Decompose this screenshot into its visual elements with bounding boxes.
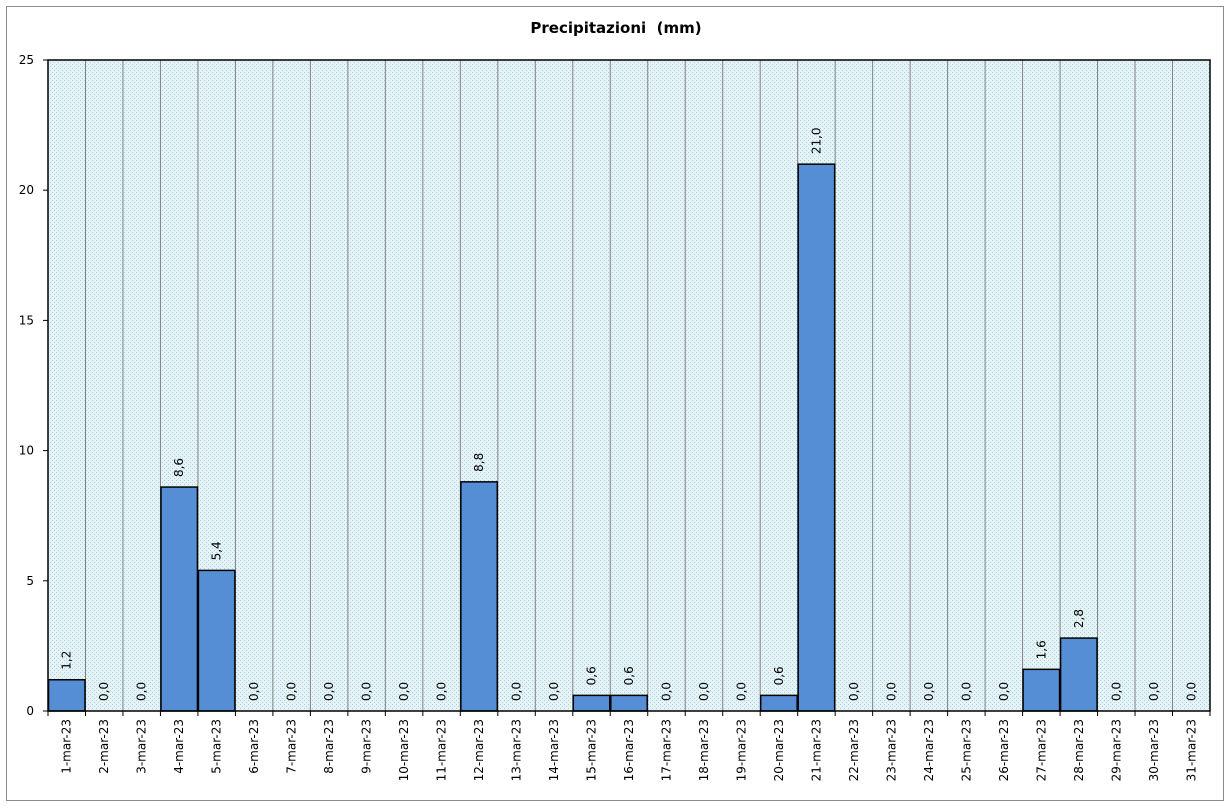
x-tick-label: 19-mar-23 bbox=[734, 719, 748, 781]
x-tick-label: 26-mar-23 bbox=[997, 719, 1011, 781]
y-tick-label: 15 bbox=[19, 313, 34, 327]
x-tick-label: 5-mar-23 bbox=[210, 719, 224, 774]
data-label: 0,0 bbox=[659, 682, 673, 701]
data-label: 0,0 bbox=[959, 682, 973, 701]
data-label: 21,0 bbox=[809, 127, 823, 154]
y-tick-label: 25 bbox=[19, 53, 34, 67]
x-tick-label: 6-mar-23 bbox=[247, 719, 261, 774]
plot-area bbox=[48, 60, 1210, 711]
data-label: 0,0 bbox=[97, 682, 111, 701]
x-tick-label: 24-mar-23 bbox=[922, 719, 936, 781]
bar-20-mar-23 bbox=[759, 694, 798, 712]
x-tick-label: 10-mar-23 bbox=[397, 719, 411, 781]
x-tick-label: 2-mar-23 bbox=[97, 719, 111, 774]
data-label: 8,6 bbox=[172, 458, 186, 477]
bar-16-mar-23 bbox=[610, 694, 648, 712]
chart-title: Precipitazioni (mm) bbox=[530, 19, 702, 37]
plot-border bbox=[47, 59, 1211, 712]
x-tick-label: 9-mar-23 bbox=[360, 719, 374, 774]
data-label: 8,8 bbox=[472, 453, 486, 472]
data-label: 0,0 bbox=[847, 682, 861, 701]
data-label: 0,0 bbox=[435, 682, 449, 701]
data-label: 0,0 bbox=[510, 682, 524, 701]
x-tick-label: 7-mar-23 bbox=[285, 719, 299, 774]
data-label: 0,6 bbox=[772, 666, 786, 685]
data-label: 0,0 bbox=[1147, 682, 1161, 701]
data-label: 0,0 bbox=[322, 682, 336, 701]
x-tick-label: 30-mar-23 bbox=[1147, 719, 1161, 781]
data-label: 5,4 bbox=[210, 541, 224, 560]
x-tick-label: 22-mar-23 bbox=[847, 719, 861, 781]
bar-12-mar-23 bbox=[460, 481, 499, 712]
data-label: 0,0 bbox=[922, 682, 936, 701]
data-label: 2,8 bbox=[1072, 609, 1086, 628]
data-label: 0,0 bbox=[135, 682, 149, 701]
data-label: 0,0 bbox=[1184, 682, 1198, 701]
x-tick-label: 8-mar-23 bbox=[322, 719, 336, 774]
y-tick-label: 20 bbox=[19, 183, 34, 197]
data-label: 0,0 bbox=[997, 682, 1011, 701]
data-label: 0,0 bbox=[884, 682, 898, 701]
x-tick-label: 13-mar-23 bbox=[510, 719, 524, 781]
bar-28-mar-23 bbox=[1059, 637, 1098, 712]
x-tick-label: 4-mar-23 bbox=[172, 719, 186, 774]
bar-27-mar-23 bbox=[1022, 668, 1061, 712]
data-label: 0,6 bbox=[622, 666, 636, 685]
data-label: 0,0 bbox=[397, 682, 411, 701]
data-label: 0,0 bbox=[697, 682, 711, 701]
bar-15-mar-23 bbox=[572, 694, 611, 712]
x-tick-label: 28-mar-23 bbox=[1072, 719, 1086, 781]
data-label: 0,6 bbox=[585, 666, 599, 685]
bar-5-mar-23 bbox=[197, 569, 236, 712]
data-label: 1,2 bbox=[60, 651, 74, 670]
data-label: 1,6 bbox=[1034, 640, 1048, 659]
x-tick-label: 17-mar-23 bbox=[659, 719, 673, 781]
y-tick-label: 0 bbox=[26, 704, 34, 718]
y-tick-label: 5 bbox=[26, 574, 34, 588]
x-tick-label: 20-mar-23 bbox=[772, 719, 786, 781]
data-label: 0,0 bbox=[360, 682, 374, 701]
x-tick-label: 29-mar-23 bbox=[1109, 719, 1123, 781]
data-label: 0,0 bbox=[734, 682, 748, 701]
bar-1-mar-23 bbox=[47, 679, 86, 712]
x-tick-label: 23-mar-23 bbox=[884, 719, 898, 781]
y-tick-label: 10 bbox=[19, 444, 34, 458]
x-tick-label: 25-mar-23 bbox=[959, 719, 973, 781]
data-label: 0,0 bbox=[285, 682, 299, 701]
x-tick-label: 11-mar-23 bbox=[435, 719, 449, 781]
bar-21-mar-23 bbox=[797, 163, 836, 712]
x-tick-label: 1-mar-23 bbox=[60, 719, 74, 774]
x-tick-label: 27-mar-23 bbox=[1034, 719, 1048, 781]
data-label: 0,0 bbox=[1109, 682, 1123, 701]
x-tick-label: 21-mar-23 bbox=[809, 719, 823, 781]
x-tick-label: 31-mar-23 bbox=[1184, 719, 1198, 781]
x-tick-label: 18-mar-23 bbox=[697, 719, 711, 781]
x-tick-label: 3-mar-23 bbox=[135, 719, 149, 774]
x-tick-label: 15-mar-23 bbox=[585, 719, 599, 781]
x-tick-label: 14-mar-23 bbox=[547, 719, 561, 781]
data-label: 0,0 bbox=[547, 682, 561, 701]
data-label: 0,0 bbox=[247, 682, 261, 701]
x-tick-label: 16-mar-23 bbox=[622, 719, 636, 781]
x-tick-label: 12-mar-23 bbox=[472, 719, 486, 781]
bar-4-mar-23 bbox=[160, 486, 199, 712]
